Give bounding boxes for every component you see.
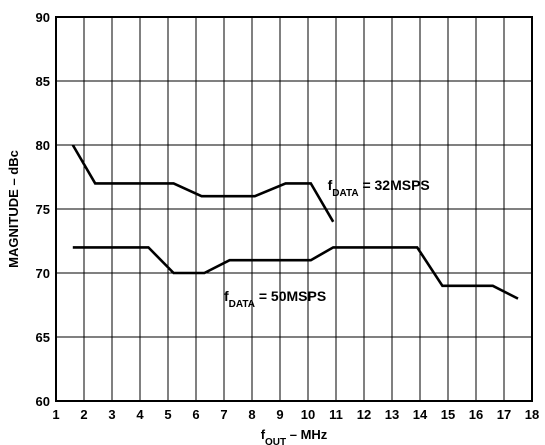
y-tick-label: 65 (36, 330, 50, 345)
x-axis-title: fOUT – MHz (261, 427, 328, 445)
grid (55, 16, 533, 402)
x-tick-label: 3 (108, 407, 115, 422)
x-tick-label: 17 (497, 407, 511, 422)
y-tick-label: 90 (36, 10, 50, 25)
x-tick-label: 11 (329, 407, 343, 422)
x-tick-label: 8 (248, 407, 255, 422)
x-tick-label: 4 (136, 407, 144, 422)
y-tick-labels: 60 65 70 75 80 85 90 (36, 10, 50, 409)
x-tick-label: 9 (276, 407, 283, 422)
y-tick-label: 60 (36, 394, 50, 409)
x-tick-label: 2 (80, 407, 87, 422)
series-lines (71, 144, 519, 300)
y-tick-label: 80 (36, 138, 50, 153)
x-tick-label: 1 (52, 407, 59, 422)
x-tick-label: 13 (385, 407, 399, 422)
y-axis-title: MAGNITUDE – dBc (6, 150, 21, 268)
y-tick-label: 70 (36, 266, 50, 281)
x-tick-label: 15 (441, 407, 455, 422)
series-line-1 (71, 144, 335, 223)
series-labels: fDATA = 32MSPS fDATA = 50MSPS (224, 177, 430, 310)
x-tick-label: 14 (413, 407, 428, 422)
series-line-2 (72, 246, 519, 300)
series-label-2: fDATA = 50MSPS (224, 288, 326, 310)
x-tick-label: 18 (525, 407, 539, 422)
y-tick-label: 85 (36, 74, 50, 89)
x-tick-label: 5 (164, 407, 171, 422)
y-tick-label: 75 (36, 202, 50, 217)
x-tick-labels: 1 2 3 4 5 6 7 8 9 10 11 12 13 14 15 16 17 18 (52, 407, 539, 422)
plot-frame (55, 16, 533, 402)
x-tick-label: 10 (301, 407, 315, 422)
x-tick-label: 7 (220, 407, 227, 422)
x-tick-label: 16 (469, 407, 483, 422)
x-tick-label: 12 (357, 407, 371, 422)
x-tick-label: 6 (192, 407, 199, 422)
series-label-1: fDATA = 32MSPS (328, 177, 430, 199)
